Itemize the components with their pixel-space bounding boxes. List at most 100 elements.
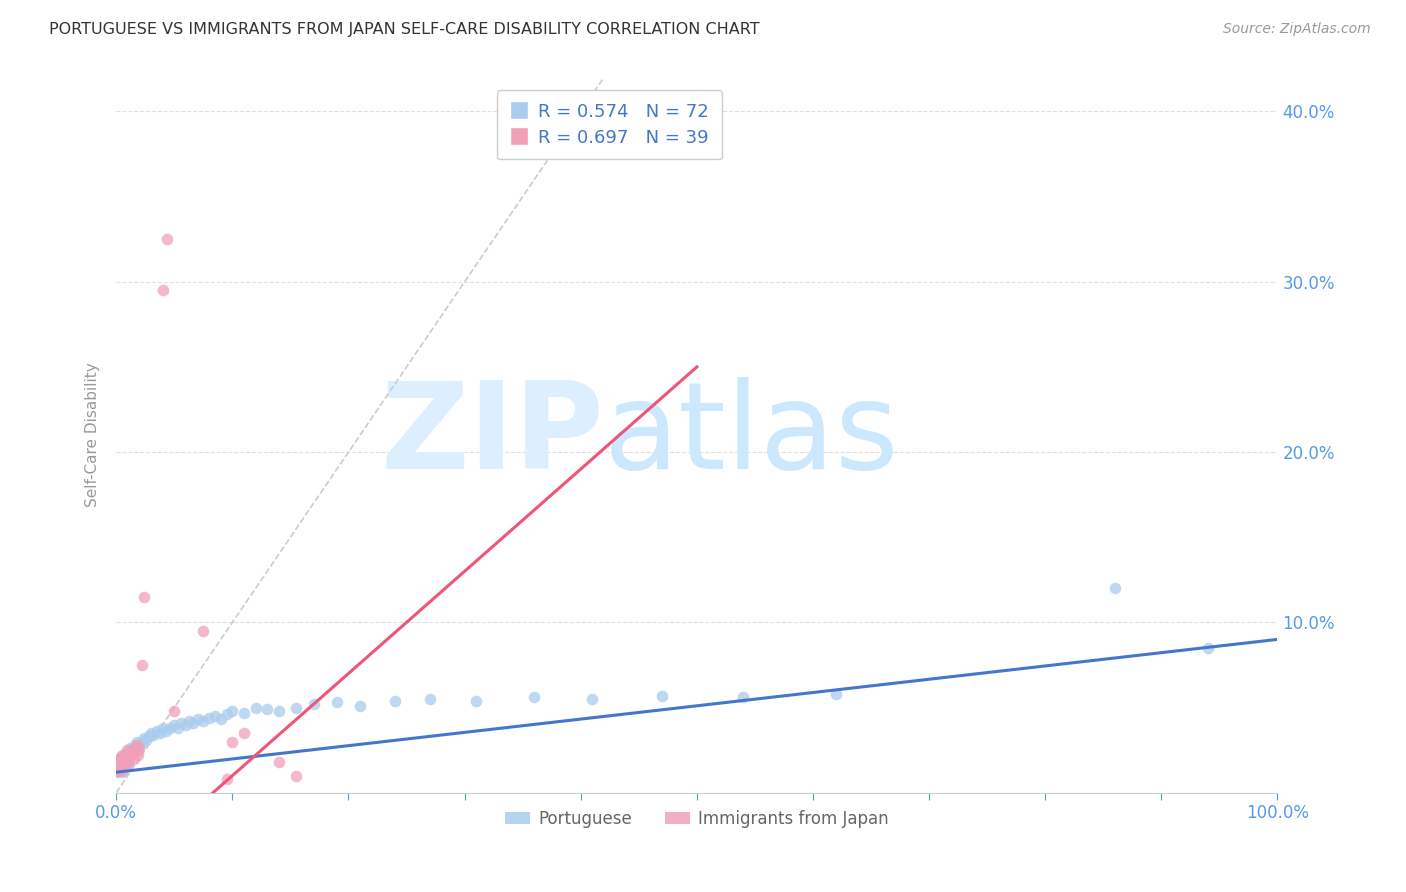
Point	[159, 721, 181, 735]
Point	[120, 741, 142, 756]
Point	[125, 745, 148, 759]
Point	[285, 700, 308, 714]
Point	[112, 753, 135, 767]
Point	[122, 751, 145, 765]
Point	[181, 715, 204, 730]
Point	[326, 695, 349, 709]
Point	[256, 702, 278, 716]
Point	[108, 764, 131, 778]
Point	[111, 764, 134, 778]
Point	[134, 590, 156, 604]
Text: Source: ZipAtlas.com: Source: ZipAtlas.com	[1223, 22, 1371, 37]
Point	[107, 751, 129, 765]
Point	[120, 750, 142, 764]
Point	[114, 758, 136, 772]
Point	[233, 726, 256, 740]
Point	[114, 758, 136, 772]
Point	[121, 747, 143, 761]
Point	[152, 721, 174, 735]
Point	[302, 697, 325, 711]
Point	[107, 765, 129, 780]
Point	[142, 728, 165, 742]
Point	[111, 756, 134, 771]
Point	[115, 751, 138, 765]
Point	[166, 721, 188, 735]
Point	[221, 734, 243, 748]
Point	[110, 750, 132, 764]
Point	[233, 706, 256, 720]
Point	[285, 769, 308, 783]
Point	[215, 772, 238, 786]
Point	[193, 714, 215, 728]
Point	[112, 756, 135, 771]
Point	[134, 731, 156, 746]
Point	[825, 687, 848, 701]
Point	[112, 750, 135, 764]
Point	[465, 694, 488, 708]
Point	[112, 760, 135, 774]
Point	[581, 692, 603, 706]
Point	[118, 748, 141, 763]
Point	[179, 714, 201, 728]
Text: atlas: atlas	[605, 376, 900, 493]
Point	[111, 748, 134, 763]
Point	[124, 738, 146, 752]
Point	[121, 747, 143, 761]
Point	[127, 741, 149, 756]
Point	[117, 750, 139, 764]
Point	[114, 747, 136, 761]
Point	[131, 734, 153, 748]
Point	[155, 724, 177, 739]
Point	[112, 758, 135, 772]
Point	[163, 717, 186, 731]
Point	[115, 745, 138, 759]
Point	[384, 694, 406, 708]
Point	[108, 755, 131, 769]
Point	[107, 764, 129, 778]
Point	[215, 707, 238, 722]
Point	[120, 743, 142, 757]
Point	[204, 709, 226, 723]
Point	[152, 283, 174, 297]
Point	[112, 755, 135, 769]
Point	[349, 698, 371, 713]
Point	[221, 704, 243, 718]
Point	[419, 692, 441, 706]
Point	[127, 748, 149, 763]
Point	[110, 751, 132, 765]
Point	[108, 755, 131, 769]
Point	[110, 760, 132, 774]
Point	[131, 657, 153, 672]
Point	[267, 755, 290, 769]
Point	[1197, 640, 1219, 655]
Point	[124, 741, 146, 756]
Point	[733, 690, 755, 705]
Point	[138, 730, 160, 744]
Point	[111, 765, 134, 780]
Point	[149, 726, 172, 740]
Point	[117, 756, 139, 771]
Point	[127, 738, 149, 752]
Text: ZIP: ZIP	[380, 376, 605, 493]
Point	[111, 758, 134, 772]
Point	[245, 700, 267, 714]
Point	[112, 751, 135, 765]
Point	[163, 704, 186, 718]
Point	[122, 743, 145, 757]
Point	[193, 624, 215, 638]
Point	[1104, 582, 1126, 596]
Legend: Portuguese, Immigrants from Japan: Portuguese, Immigrants from Japan	[498, 803, 896, 834]
Text: PORTUGUESE VS IMMIGRANTS FROM JAPAN SELF-CARE DISABILITY CORRELATION CHART: PORTUGUESE VS IMMIGRANTS FROM JAPAN SELF…	[49, 22, 759, 37]
Point	[108, 762, 131, 776]
Point	[128, 738, 150, 752]
Point	[187, 713, 209, 727]
Point	[112, 748, 135, 763]
Point	[128, 741, 150, 756]
Point	[114, 753, 136, 767]
Point	[120, 745, 142, 759]
Point	[107, 758, 129, 772]
Point	[118, 748, 141, 763]
Y-axis label: Self-Care Disability: Self-Care Disability	[86, 363, 100, 508]
Point	[110, 760, 132, 774]
Point	[209, 713, 232, 727]
